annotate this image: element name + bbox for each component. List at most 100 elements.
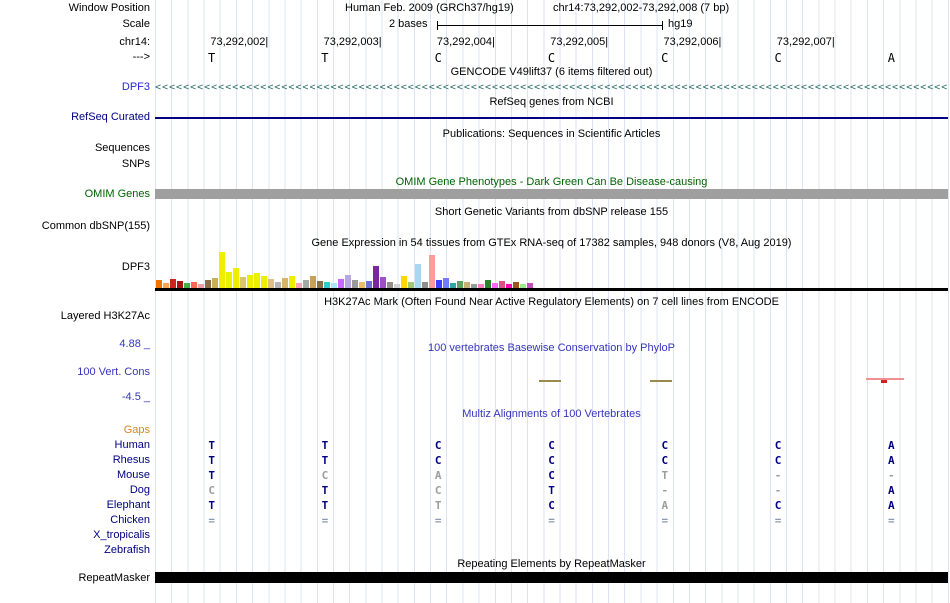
gtex-bar[interactable] xyxy=(261,276,267,288)
gtex-bar[interactable] xyxy=(177,281,183,288)
dbsnp-track-label[interactable]: Common dbSNP(155) xyxy=(41,220,150,232)
gtex-bar[interactable] xyxy=(520,284,526,288)
gtex-bar[interactable] xyxy=(527,283,533,288)
h3k27ac-track-label[interactable]: Layered H3K27Ac xyxy=(60,310,150,322)
base-letter: C xyxy=(547,51,556,65)
gtex-bar[interactable] xyxy=(394,284,400,288)
gtex-bar[interactable] xyxy=(422,282,428,288)
gtex-bar[interactable] xyxy=(191,282,197,288)
gtex-bar[interactable] xyxy=(212,278,218,288)
gtex-bar[interactable] xyxy=(219,252,225,288)
gencode-item-label[interactable]: DPF3 xyxy=(121,81,150,93)
gtex-bar[interactable] xyxy=(226,272,232,288)
gtex-bar[interactable] xyxy=(352,280,358,288)
gtex-bar[interactable] xyxy=(366,281,372,288)
alignment-cell: T xyxy=(208,454,215,467)
base-letter: C xyxy=(661,51,669,65)
gtex-bar[interactable] xyxy=(247,275,253,288)
gtex-bar[interactable] xyxy=(457,281,463,288)
gtex-bar[interactable] xyxy=(184,283,190,288)
species-label-mouse[interactable]: Mouse xyxy=(116,469,150,481)
gtex-bar[interactable] xyxy=(310,276,316,288)
gtex-bar[interactable] xyxy=(156,280,162,288)
scale-assembly: hg19 xyxy=(668,18,693,30)
gtex-bar[interactable] xyxy=(170,279,176,288)
omim-genes-label[interactable]: OMIM Genes xyxy=(84,188,150,200)
gtex-bar[interactable] xyxy=(163,283,169,288)
gtex-bar[interactable] xyxy=(506,284,512,288)
alignment-cell: = xyxy=(661,514,669,527)
repeatmasker-bar[interactable] xyxy=(155,572,948,583)
gtex-bar[interactable] xyxy=(324,282,330,288)
gtex-bar[interactable] xyxy=(436,280,442,288)
gtex-bar[interactable] xyxy=(492,283,498,288)
strand-arrow-label: ---> xyxy=(132,51,150,63)
species-label-rhesus[interactable]: Rhesus xyxy=(112,454,150,466)
gtex-bar[interactable] xyxy=(296,283,302,288)
refseq-gene-bar[interactable] xyxy=(155,117,948,119)
gtex-bar[interactable] xyxy=(317,281,323,288)
species-label-dog[interactable]: Dog xyxy=(129,484,150,496)
phylop-track-label[interactable]: 100 Vert. Cons xyxy=(77,366,150,378)
omim-gene-bar[interactable] xyxy=(155,189,948,199)
species-label-elephant[interactable]: Elephant xyxy=(106,499,150,511)
gtex-bar[interactable] xyxy=(513,282,519,288)
gtex-bar[interactable] xyxy=(401,276,407,288)
species-label-chicken[interactable]: Chicken xyxy=(110,514,150,526)
gtex-bar[interactable] xyxy=(233,268,239,288)
gtex-bar[interactable] xyxy=(478,284,484,288)
gtex-bar[interactable] xyxy=(303,280,309,288)
gtex-bar[interactable] xyxy=(198,284,204,288)
gtex-bar[interactable] xyxy=(240,277,246,288)
gtex-bar[interactable] xyxy=(429,255,435,288)
gtex-bar[interactable] xyxy=(485,280,491,288)
phylop-mark xyxy=(650,380,672,382)
gtex-bar[interactable] xyxy=(268,279,274,288)
phylop-track-title: 100 vertebrates Basewise Conservation by… xyxy=(427,342,676,354)
gtex-gene-label[interactable]: DPF3 xyxy=(121,261,150,273)
alignment-cell: T xyxy=(434,499,442,512)
coordinate-label: 73,292,006| xyxy=(663,36,722,48)
coordinate-label: 73,292,005| xyxy=(550,36,609,48)
gtex-bar[interactable] xyxy=(345,275,351,288)
gtex-bar[interactable] xyxy=(289,276,295,288)
species-label-human[interactable]: Human xyxy=(114,439,150,451)
window-position-label: Window Position xyxy=(68,2,150,14)
alignment-cell: C xyxy=(321,469,329,482)
gencode-transcript-strip[interactable]: <<<<<<<<<<<<<<<<<<<<<<<<<<<<<<<<<<<<<<<<… xyxy=(155,82,948,93)
gtex-bar[interactable] xyxy=(408,282,414,288)
gtex-bar[interactable] xyxy=(254,273,260,288)
gtex-bar[interactable] xyxy=(443,278,449,288)
gtex-bar[interactable] xyxy=(205,280,211,288)
gtex-bar[interactable] xyxy=(275,282,281,288)
repeatmasker-track-label[interactable]: RepeatMasker xyxy=(78,572,150,584)
phylop-min-label: -4.5 _ xyxy=(121,391,150,403)
alignment-cell: C xyxy=(434,439,442,452)
alignment-cell: - xyxy=(888,469,895,482)
gtex-bar[interactable] xyxy=(359,282,365,288)
gtex-bar[interactable] xyxy=(338,279,344,288)
snps-track-label[interactable]: SNPs xyxy=(121,158,150,170)
alignment-cell: - xyxy=(774,484,782,497)
alignment-cell: C xyxy=(661,439,669,452)
gtex-bar[interactable] xyxy=(499,281,505,288)
refseq-curated-label[interactable]: RefSeq Curated xyxy=(71,111,150,123)
gtex-bar[interactable] xyxy=(387,282,393,288)
species-label-x_tropicalis[interactable]: X_tropicalis xyxy=(93,529,150,541)
gtex-bar[interactable] xyxy=(331,283,337,288)
sequences-track-label[interactable]: Sequences xyxy=(94,142,150,154)
gtex-bar[interactable] xyxy=(471,284,477,288)
gtex-bar[interactable] xyxy=(464,282,470,288)
alignment-cell: A xyxy=(888,439,895,452)
gtex-bar[interactable] xyxy=(282,278,288,288)
base-letter: C xyxy=(434,51,442,65)
multiz-track-title: Multiz Alignments of 100 Vertebrates xyxy=(462,408,641,420)
species-label-gaps[interactable]: Gaps xyxy=(123,424,150,436)
alignment-cell: C xyxy=(548,439,555,452)
alignment-cell: C xyxy=(434,454,442,467)
gtex-bar[interactable] xyxy=(373,266,379,288)
gtex-bar[interactable] xyxy=(415,264,421,288)
gtex-bar[interactable] xyxy=(380,277,386,288)
species-label-zebrafish[interactable]: Zebrafish xyxy=(104,544,150,556)
gtex-bar[interactable] xyxy=(450,283,456,288)
